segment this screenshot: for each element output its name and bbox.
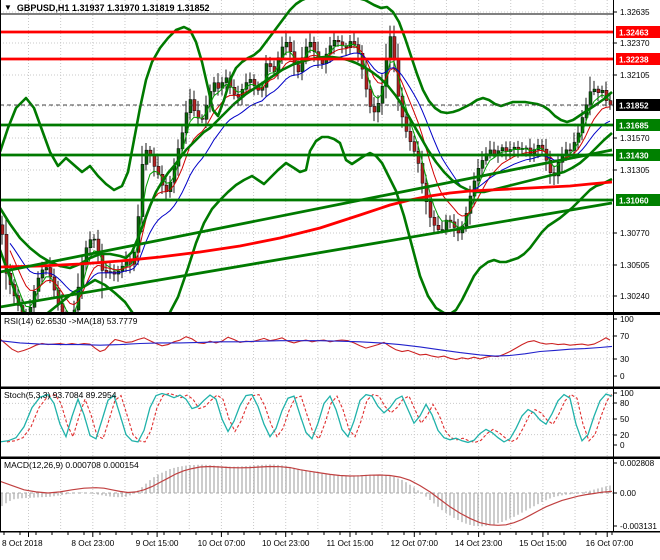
price-badge-label: 1.31852 xyxy=(619,102,649,111)
stoch-axis-label: 100 xyxy=(620,389,634,398)
stoch-axis-label: 20 xyxy=(620,431,630,440)
band-middle-line xyxy=(0,55,613,270)
rsi-axis-label: 30 xyxy=(620,355,630,364)
rsi-axis-label: 100 xyxy=(620,315,634,324)
price-axis-label: 1.30240 xyxy=(620,292,650,301)
symbol-ohlc-text: GBPUSD,H1 1.31937 1.31970 1.31819 1.3185… xyxy=(16,2,210,13)
stoch-axis-label: 0 xyxy=(620,441,625,450)
band-lower-line xyxy=(0,135,613,312)
macd-axis-label: 0.002808 xyxy=(620,459,655,468)
window-menu-icon[interactable]: ▼ xyxy=(4,3,12,12)
price-badge-label: 1.32238 xyxy=(619,56,649,65)
stoch-indicator-header: Stoch(5,3,3) 93.7084 89.2954 xyxy=(4,390,117,400)
price-badge-red xyxy=(616,53,660,65)
time-axis-label: 8 Oct 2018 xyxy=(2,538,43,548)
time-axis-label: 15 Oct 15:00 xyxy=(519,538,567,548)
long-ma-line xyxy=(0,180,613,269)
time-axis-label: 8 Oct 23:00 xyxy=(71,538,114,548)
panel-separator xyxy=(0,386,660,389)
macd-indicator-header: MACD(12,26,9) 0.000708 0.000154 xyxy=(4,460,139,470)
macd-axis-label: -0.003131 xyxy=(620,522,657,531)
macd-signal-line xyxy=(0,465,613,526)
panel-separator xyxy=(0,456,660,459)
macd-panel xyxy=(0,464,613,527)
time-axis-line xyxy=(0,531,660,533)
time-axis-label: 9 Oct 15:00 xyxy=(136,538,179,548)
price-axis-label: 1.30505 xyxy=(620,261,650,270)
price-axis-label: 1.31570 xyxy=(620,134,650,143)
trendline-2[interactable] xyxy=(0,201,613,309)
trendline-1[interactable] xyxy=(0,148,613,274)
price-badge-label: 1.31430 xyxy=(619,152,649,161)
price-badge-green xyxy=(616,194,660,206)
rsi-panel xyxy=(0,336,613,361)
stoch-d-line xyxy=(6,392,613,443)
band-upper-line xyxy=(0,0,613,192)
stoch-k-line xyxy=(0,392,613,444)
panel-separator xyxy=(0,312,660,315)
time-axis-label: 10 Oct 23:00 xyxy=(262,538,310,548)
main-chart-panel xyxy=(0,0,613,312)
price-axis-label: 1.31305 xyxy=(620,166,650,175)
time-axis-label: 16 Oct 07:00 xyxy=(586,538,634,548)
time-axis-label: 12 Oct 07:00 xyxy=(391,538,439,548)
time-axis-label: 14 Oct 23:00 xyxy=(455,538,503,548)
ma-mid-line xyxy=(9,46,611,306)
rsi-axis-label: 70 xyxy=(620,332,630,341)
symbol-header: ▼ GBPUSD,H1 1.31937 1.31970 1.31819 1.31… xyxy=(4,1,210,14)
rsi-axis-label: 0 xyxy=(620,372,625,381)
stoch-axis-label: 50 xyxy=(620,415,630,424)
price-axis: 1.32635 1.32370 1.32105 1.31570 1.31305 1.307… xyxy=(613,8,660,531)
time-axis-label: 10 Oct 07:00 xyxy=(198,538,246,548)
price-badge-black xyxy=(616,99,660,111)
price-badge-label: 1.32463 xyxy=(619,29,649,38)
ma-slow-line xyxy=(9,52,611,293)
price-badge-green xyxy=(616,149,660,161)
time-axis-label: 11 Oct 15:00 xyxy=(327,538,374,548)
stoch-axis-label: 80 xyxy=(620,399,630,408)
price-axis-label: 1.30770 xyxy=(620,229,650,238)
time-axis: 8 Oct 2018 8 Oct 23:00 9 Oct 15:00 10 Oct 0… xyxy=(2,532,634,548)
price-badge-green xyxy=(616,119,660,131)
rsi-indicator-header: RSI(14) 62.6530 ->MA(18) 53.7779 xyxy=(4,316,138,326)
macd-axis-label: 0.00 xyxy=(620,489,636,498)
price-badge-red xyxy=(616,26,660,38)
price-badge-label: 1.31685 xyxy=(619,122,649,131)
price-axis-label: 1.32635 xyxy=(620,8,650,17)
candles-group xyxy=(0,25,613,312)
ma-fast-line xyxy=(9,43,611,312)
rsi-ma-line xyxy=(0,340,613,357)
price-axis-label: 1.32370 xyxy=(620,39,650,48)
macd-histogram xyxy=(1,464,611,527)
stoch-panel xyxy=(0,392,613,444)
price-axis-label: 1.32105 xyxy=(620,71,650,80)
price-badge-label: 1.31060 xyxy=(619,197,649,206)
